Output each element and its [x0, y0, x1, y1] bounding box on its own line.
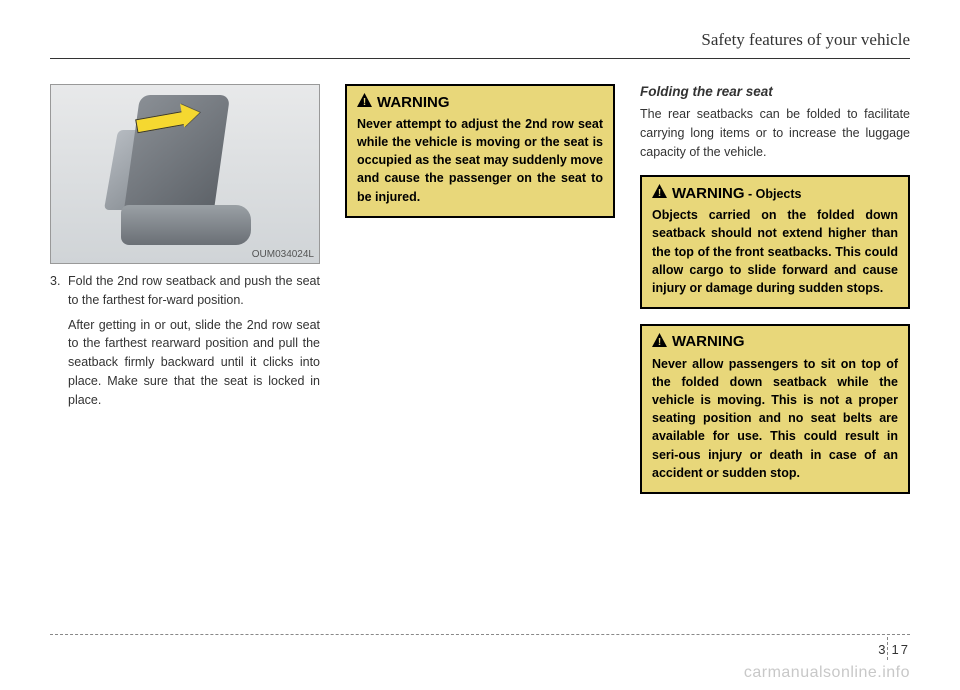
- page-number-value: 17: [892, 642, 910, 657]
- footer-divider: [50, 634, 910, 635]
- section-intro: The rear seatbacks can be folded to faci…: [640, 105, 910, 161]
- warning-body: Never allow passengers to sit on top of …: [652, 355, 898, 482]
- page-number: 3 17: [878, 642, 910, 657]
- step-followup: After getting in or out, slide the 2nd r…: [50, 316, 320, 410]
- warning-label: WARNING: [377, 94, 450, 111]
- step-text: Fold the 2nd row seatback and push the s…: [68, 272, 320, 310]
- warning-box-adjust: ! WARNING Never attempt to adjust the 2n…: [345, 84, 615, 218]
- warning-heading: ! WARNING: [357, 93, 603, 111]
- page-header: Safety features of your vehicle: [50, 30, 910, 59]
- warning-body: Objects carried on the folded down seatb…: [652, 206, 898, 297]
- illustration-code: OUM034024L: [252, 249, 314, 260]
- warning-box-passengers: ! WARNING Never allow passengers to sit …: [640, 324, 910, 494]
- svg-text:!: !: [658, 337, 661, 347]
- warning-heading: ! WARNING - Objects: [652, 184, 898, 202]
- section-number: 3: [878, 642, 887, 657]
- warning-suffix: - Objects: [745, 187, 802, 201]
- warning-label: WARNING: [672, 333, 745, 350]
- content-columns: OUM034024L 3. Fold the 2nd row seatback …: [50, 84, 910, 509]
- warning-box-objects: ! WARNING - Objects Objects carried on t…: [640, 175, 910, 309]
- warning-body: Never attempt to adjust the 2nd row seat…: [357, 115, 603, 206]
- warning-triangle-icon: !: [652, 184, 667, 202]
- svg-text:!: !: [363, 97, 366, 107]
- svg-text:!: !: [658, 188, 661, 198]
- step-number: 3.: [50, 272, 68, 310]
- column-middle: ! WARNING Never attempt to adjust the 2n…: [345, 84, 615, 509]
- warning-triangle-icon: !: [357, 93, 372, 111]
- column-left: OUM034024L 3. Fold the 2nd row seatback …: [50, 84, 320, 509]
- warning-triangle-icon: !: [652, 333, 667, 351]
- step-3: 3. Fold the 2nd row seatback and push th…: [50, 272, 320, 310]
- warning-label: WARNING: [672, 185, 745, 202]
- watermark-text: carmanualsonline.info: [744, 664, 910, 682]
- warning-heading: ! WARNING: [652, 333, 898, 351]
- section-subhead: Folding the rear seat: [640, 84, 910, 99]
- column-right: Folding the rear seat The rear seatbacks…: [640, 84, 910, 509]
- seat-illustration: OUM034024L: [50, 84, 320, 264]
